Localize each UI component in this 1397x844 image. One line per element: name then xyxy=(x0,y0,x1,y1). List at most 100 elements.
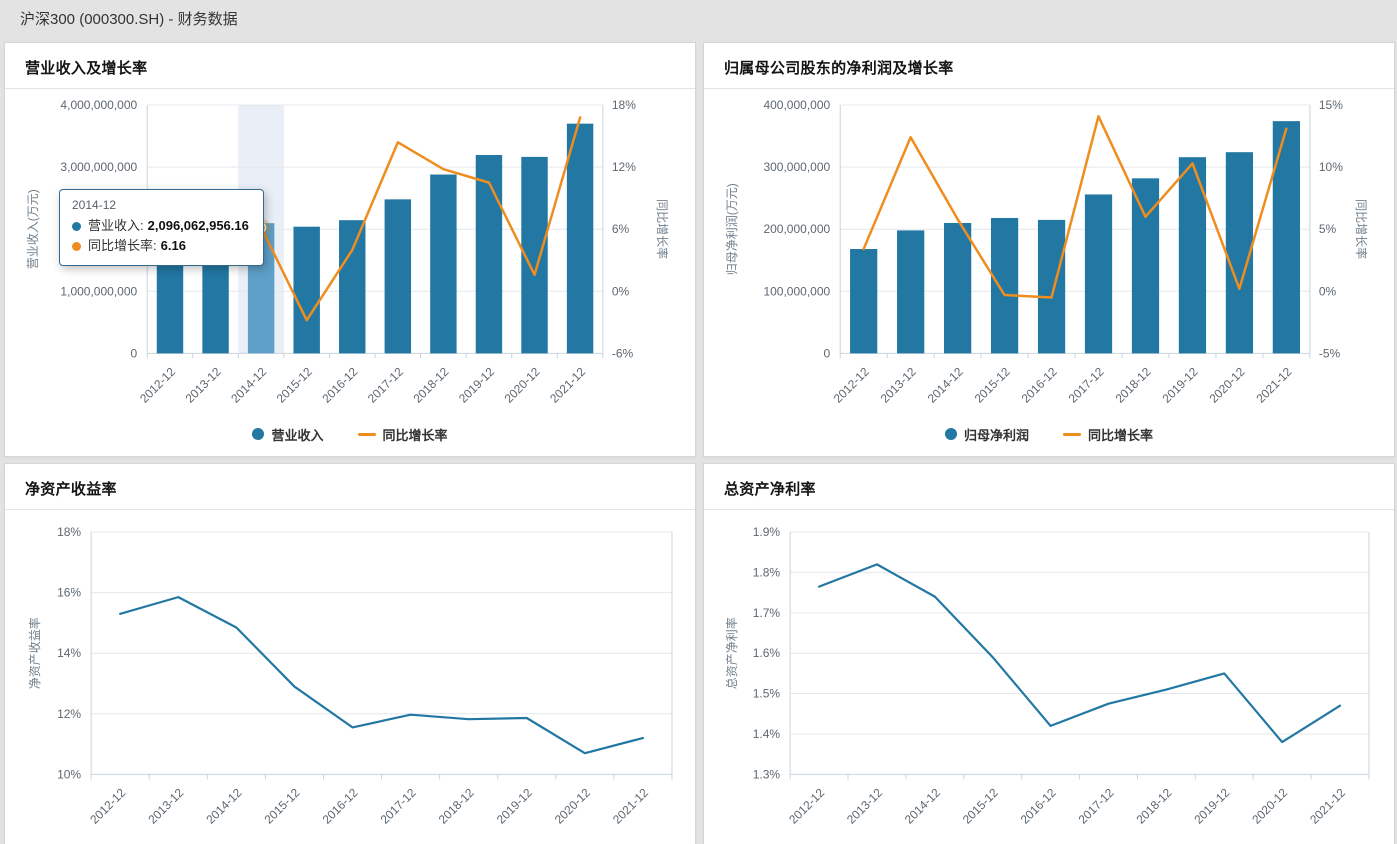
svg-text:2019-12: 2019-12 xyxy=(456,364,497,405)
svg-text:18%: 18% xyxy=(57,525,81,539)
svg-text:2013-12: 2013-12 xyxy=(145,785,186,826)
svg-text:2018-12: 2018-12 xyxy=(436,785,477,826)
svg-text:1.5%: 1.5% xyxy=(753,687,781,701)
svg-text:100,000,000: 100,000,000 xyxy=(763,284,830,298)
panel-revenue-header: 营业收入及增长率 xyxy=(5,43,695,89)
legend-label: 营业收入 xyxy=(271,427,324,443)
tooltip-row: 同比增长率: 6.16 xyxy=(72,236,249,256)
svg-text:12%: 12% xyxy=(612,160,636,174)
legend-label: 同比增长率 xyxy=(382,427,448,443)
revenue-legend: 营业收入 同比增长率 xyxy=(5,421,695,447)
svg-text:4,000,000,000: 4,000,000,000 xyxy=(60,98,137,112)
tooltip-label: 同比增长率 xyxy=(88,238,154,253)
panel-title: 营业收入及增长率 xyxy=(25,60,148,77)
svg-text:1.9%: 1.9% xyxy=(753,525,781,539)
panel-net-profit-header: 归属母公司股东的净利润及增长率 xyxy=(704,43,1394,89)
svg-text:2018-12: 2018-12 xyxy=(1113,364,1154,405)
svg-text:5%: 5% xyxy=(1319,222,1337,236)
svg-text:2013-12: 2013-12 xyxy=(844,785,885,826)
svg-text:2020-12: 2020-12 xyxy=(552,785,593,826)
svg-text:2014-12: 2014-12 xyxy=(203,785,244,826)
svg-text:同比增长率: 同比增长率 xyxy=(1354,199,1369,259)
legend-item-revenue[interactable]: 营业收入 xyxy=(252,425,324,444)
svg-text:2014-12: 2014-12 xyxy=(925,364,966,405)
tooltip-value: 6.16 xyxy=(160,238,186,253)
svg-text:1.3%: 1.3% xyxy=(753,767,781,781)
net-profit-chart[interactable]: 0 100,000,000 200,000,000 300,000,000 400,00… xyxy=(704,89,1394,421)
svg-text:2012-12: 2012-12 xyxy=(137,364,178,405)
svg-text:2018-12: 2018-12 xyxy=(1133,785,1174,826)
svg-text:2014-12: 2014-12 xyxy=(902,785,943,826)
svg-text:2017-12: 2017-12 xyxy=(365,364,406,405)
svg-text:2012-12: 2012-12 xyxy=(831,364,872,405)
legend-item-growth[interactable]: 同比增长率 xyxy=(1063,425,1153,444)
dashboard-grid: 营业收入及增长率 01,000,000,0002,000,000,0003,00… xyxy=(0,36,1397,844)
panel-roa-header: 总资产净利率 xyxy=(704,464,1394,510)
svg-text:2018-12: 2018-12 xyxy=(410,364,451,405)
svg-text:16%: 16% xyxy=(57,586,81,600)
svg-text:0: 0 xyxy=(131,346,138,360)
roa-chart[interactable]: 1.3% 1.4% 1.5% 1.6% 1.7% 1.8% 1.9% 2012-12 2013-… xyxy=(704,510,1394,844)
svg-text:2016-12: 2016-12 xyxy=(1019,364,1060,405)
svg-text:6%: 6% xyxy=(612,222,630,236)
svg-text:10%: 10% xyxy=(1319,160,1343,174)
svg-text:2015-12: 2015-12 xyxy=(972,364,1013,405)
bar-legend-symbol xyxy=(252,428,265,441)
tooltip-label: 营业收入 xyxy=(88,218,141,233)
line-legend-symbol xyxy=(357,432,376,436)
svg-text:2016-12: 2016-12 xyxy=(320,785,361,826)
panel-title: 归属母公司股东的净利润及增长率 xyxy=(724,60,954,77)
panel-revenue: 营业收入及增长率 01,000,000,0002,000,000,0003,00… xyxy=(4,42,696,457)
window-title: 沪深300 (000300.SH) - 财务数据 xyxy=(20,10,238,28)
series-dot-icon xyxy=(72,241,81,251)
series-dot-icon xyxy=(72,221,81,231)
svg-text:1.6%: 1.6% xyxy=(753,646,781,660)
svg-text:15%: 15% xyxy=(1319,98,1343,112)
svg-text:2017-12: 2017-12 xyxy=(378,785,419,826)
panel-roa: 总资产净利率 1.3% 1.4% 1.5% 1.6% 1.7% 1.8% 1.9% 2012-… xyxy=(703,463,1395,844)
svg-text:2015-12: 2015-12 xyxy=(274,364,315,405)
tooltip-value: 2,096,062,956.16 xyxy=(147,218,249,233)
svg-text:1.7%: 1.7% xyxy=(753,606,781,620)
svg-text:1,000,000,000: 1,000,000,000 xyxy=(60,284,137,298)
svg-text:200,000,000: 200,000,000 xyxy=(763,222,830,236)
svg-text:-6%: -6% xyxy=(612,346,634,360)
legend-item-net-profit[interactable]: 归母净利润 xyxy=(944,425,1029,444)
svg-text:-5%: -5% xyxy=(1319,346,1341,360)
svg-text:2021-12: 2021-12 xyxy=(1307,785,1348,826)
legend-item-growth[interactable]: 同比增长率 xyxy=(357,425,448,444)
svg-text:2016-12: 2016-12 xyxy=(1018,785,1059,826)
svg-text:2015-12: 2015-12 xyxy=(960,785,1001,826)
roe-chart[interactable]: 10% 12% 14% 16% 18% 2012-12 2013-12 2014-12 2015… xyxy=(5,510,695,844)
line-legend-symbol xyxy=(1063,432,1081,436)
panel-roe: 净资产收益率 10% 12% 14% 16% 18% 2012-12 2013-12 2014… xyxy=(4,463,696,844)
svg-text:2013-12: 2013-12 xyxy=(878,364,919,405)
tooltip-row: 营业收入: 2,096,062,956.16 xyxy=(72,216,249,236)
svg-text:2021-12: 2021-12 xyxy=(610,785,651,826)
svg-text:14%: 14% xyxy=(57,646,81,660)
tooltip-title: 2014-12 xyxy=(72,198,117,212)
svg-text:2012-12: 2012-12 xyxy=(786,785,827,826)
svg-text:0: 0 xyxy=(824,346,831,360)
svg-text:1.8%: 1.8% xyxy=(753,565,781,579)
svg-text:2017-12: 2017-12 xyxy=(1076,785,1117,826)
svg-text:2019-12: 2019-12 xyxy=(494,785,535,826)
svg-text:2020-12: 2020-12 xyxy=(502,364,543,405)
svg-text:2019-12: 2019-12 xyxy=(1191,785,1232,826)
svg-text:2013-12: 2013-12 xyxy=(183,364,224,405)
svg-text:2014-12: 2014-12 xyxy=(228,364,269,405)
svg-text:2017-12: 2017-12 xyxy=(1066,364,1107,405)
svg-text:300,000,000: 300,000,000 xyxy=(763,160,830,174)
svg-text:2019-12: 2019-12 xyxy=(1160,364,1201,405)
panel-title: 净资产收益率 xyxy=(25,481,117,498)
chart-tooltip: 2014-12 营业收入: 2,096,062,956.16 同比增长率: 6.… xyxy=(59,189,264,266)
svg-text:2021-12: 2021-12 xyxy=(1253,364,1294,405)
panel-title: 总资产净利率 xyxy=(724,481,816,498)
svg-text:营业收入(万元): 营业收入(万元) xyxy=(26,189,40,269)
svg-text:2012-12: 2012-12 xyxy=(87,785,128,826)
revenue-chart[interactable]: 01,000,000,0002,000,000,0003,000,000,000… xyxy=(5,89,695,421)
panel-net-profit: 归属母公司股东的净利润及增长率 0 100,000,000 200,000,000 3… xyxy=(703,42,1395,457)
panel-roe-header: 净资产收益率 xyxy=(5,464,695,510)
svg-text:0%: 0% xyxy=(612,284,630,298)
